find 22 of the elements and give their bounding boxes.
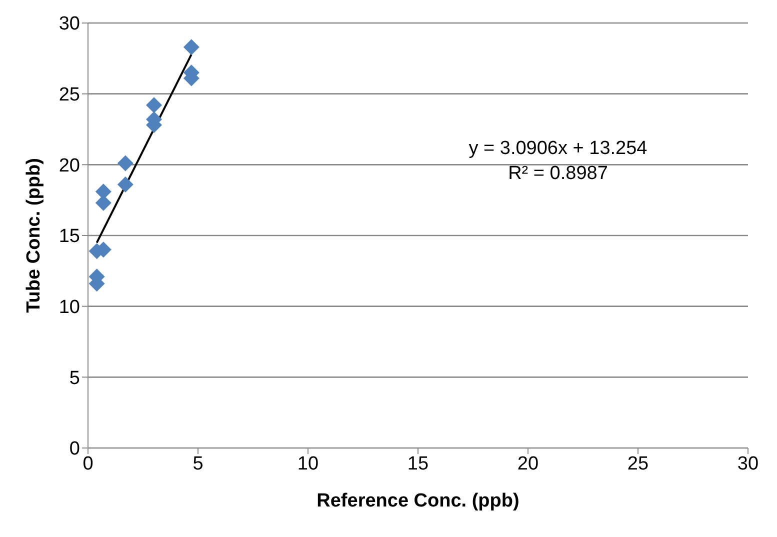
x-tick-label: 15 [407, 453, 429, 474]
annotation: R² = 0.8987 [507, 163, 609, 185]
y-axis-title: Tube Conc. (ppb) [24, 158, 45, 313]
x-tick-label: 25 [627, 453, 649, 474]
y-tick-label: 30 [58, 14, 80, 35]
x-tick-label: 0 [82, 453, 94, 474]
y-tick-label: 25 [58, 84, 80, 106]
x-tick-label: 30 [737, 453, 759, 474]
y-tick-label: 0 [69, 438, 80, 460]
y-tick-label: 10 [58, 297, 80, 318]
x-axis-title: Reference Conc. (ppb) [316, 490, 520, 512]
point [183, 39, 200, 56]
point [117, 155, 134, 172]
y-tick-label: 5 [69, 368, 80, 389]
point [117, 176, 134, 192]
annotation: y = 3.0906x + 13.254 [468, 138, 648, 160]
x-tick-label: 10 [297, 453, 319, 474]
x-tick-label: 5 [192, 453, 204, 474]
y-tick-label: 15 [58, 226, 80, 248]
point [146, 97, 162, 114]
x-tick-label: 20 [517, 453, 539, 474]
y-tick-label: 20 [58, 155, 80, 176]
